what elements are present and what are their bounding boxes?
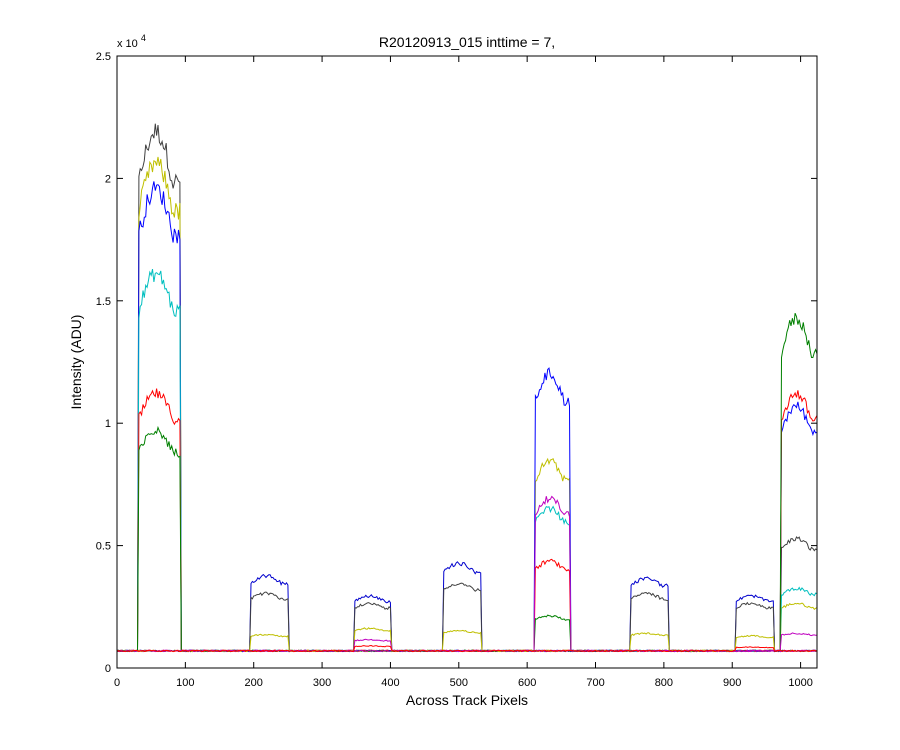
x-tick-label: 0 xyxy=(114,677,120,689)
data-series-line xyxy=(116,268,818,653)
y-tick-label: 1.5 xyxy=(96,296,111,308)
x-tick-label: 500 xyxy=(450,677,468,689)
data-series-line xyxy=(116,388,818,653)
tick-layer: 0 100 200 300 400 500 600 700 800 900 1000 0 0.5 1 1.5… xyxy=(96,51,817,689)
x-tick-label: 100 xyxy=(176,677,194,689)
x-tick-label: 900 xyxy=(723,677,741,689)
x-tick-label: 600 xyxy=(518,677,536,689)
x-tick-label: 300 xyxy=(313,677,331,689)
x-tick-label: 1000 xyxy=(788,677,812,689)
data-series-line xyxy=(116,627,818,653)
data-series-line xyxy=(116,638,818,653)
data-series-line xyxy=(116,582,818,653)
y-tick-label: 2.5 xyxy=(96,51,111,63)
y-axis-exponent: x 10 4 xyxy=(117,33,146,50)
y-axis-label: Intensity (ADU) xyxy=(68,315,84,410)
chart-title: R20120913_015 inttime = 7, xyxy=(379,34,555,50)
x-tick-label: 200 xyxy=(245,677,263,689)
data-series-line xyxy=(116,561,818,653)
y-tick-label: 2 xyxy=(105,173,111,185)
x-tick-label: 700 xyxy=(586,677,604,689)
data-series-line xyxy=(116,495,818,653)
data-series-line xyxy=(116,313,818,653)
y-tick-label: 0.5 xyxy=(96,541,111,553)
data-series-line xyxy=(116,181,818,653)
data-series-line xyxy=(116,644,818,653)
y-tick-label: 1 xyxy=(105,418,111,430)
x-axis-label: Across Track Pixels xyxy=(406,692,528,708)
y-exponent-base: x 10 xyxy=(117,38,138,50)
data-series-line xyxy=(116,156,818,653)
plot-frame xyxy=(116,55,818,669)
x-tick-label: 800 xyxy=(655,677,673,689)
x-tick-label: 400 xyxy=(381,677,399,689)
series-layer xyxy=(116,123,818,653)
data-series-line xyxy=(116,123,818,653)
y-tick-label: 0 xyxy=(105,663,111,675)
y-exponent-power: 4 xyxy=(141,33,146,43)
